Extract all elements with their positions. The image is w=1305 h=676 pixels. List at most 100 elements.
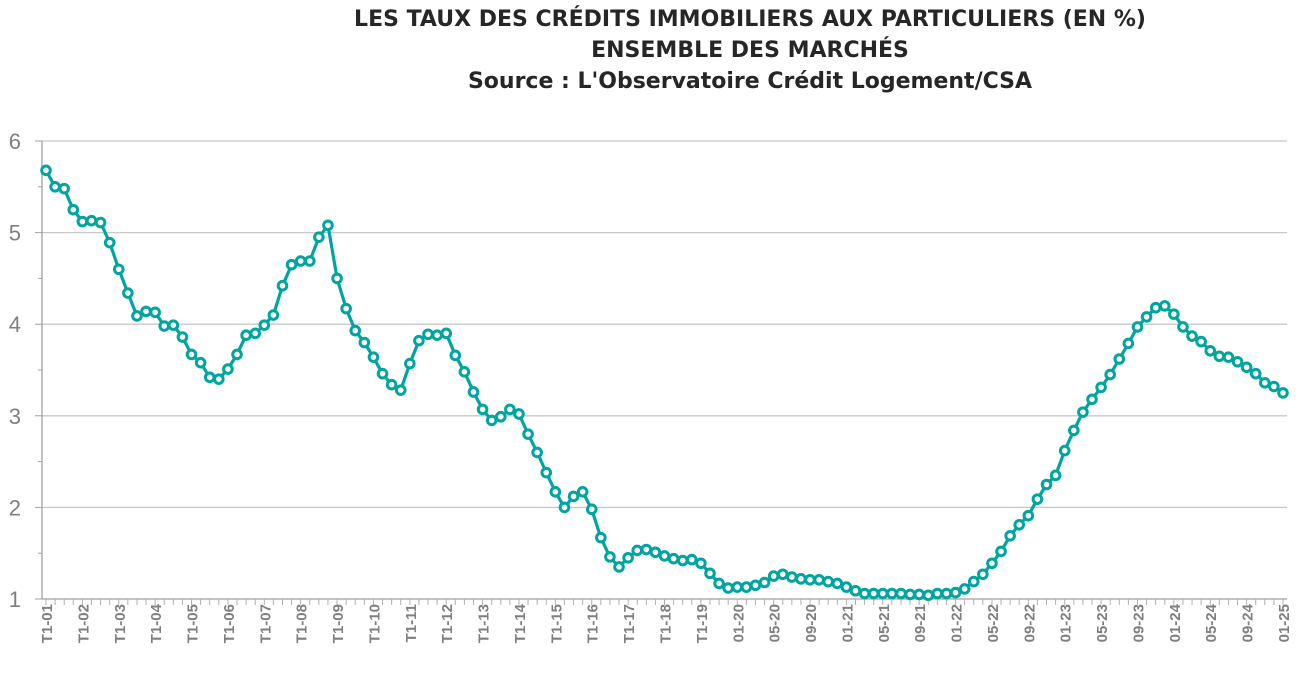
data-point <box>194 356 207 369</box>
x-tick-label: 05-22 <box>985 604 1002 642</box>
title-line-3: Source : L'Observatoire Crédit Logement/… <box>467 69 1033 94</box>
data-point <box>604 551 616 563</box>
data-point <box>1168 308 1180 320</box>
x-tick-label: T1-09 <box>330 604 347 643</box>
y-tick-label: 1 <box>9 587 21 612</box>
data-point <box>676 554 689 567</box>
data-point <box>112 263 125 276</box>
x-tick-label: 09-24 <box>1240 603 1257 642</box>
data-point <box>1149 301 1162 314</box>
x-tick-label: 09-21 <box>912 604 929 642</box>
data-point <box>404 357 416 370</box>
x-tick-label: T1-05 <box>185 604 202 643</box>
data-point <box>504 403 516 416</box>
data-point <box>776 568 789 581</box>
data-point <box>967 575 980 588</box>
data-point <box>995 545 1007 558</box>
data-point <box>1186 330 1198 342</box>
data-point <box>149 306 161 319</box>
data-point <box>867 587 880 600</box>
data-point <box>285 258 298 271</box>
data-point <box>167 319 180 331</box>
data-point <box>1259 377 1271 389</box>
x-tick-label: 01-25 <box>1276 604 1293 642</box>
data-point <box>595 531 607 544</box>
data-point <box>886 587 898 600</box>
data-point <box>1095 381 1107 394</box>
data-point <box>658 550 671 562</box>
x-tick-label: 05-24 <box>1203 603 1220 642</box>
data-point <box>1240 361 1253 374</box>
x-tick-label: T1-02 <box>75 604 92 643</box>
data-point <box>158 320 171 332</box>
data-point <box>140 305 152 318</box>
data-point <box>267 309 280 321</box>
data-point <box>349 324 362 337</box>
data-point <box>367 351 380 363</box>
data-point <box>1104 368 1116 381</box>
x-tick-label: 01-23 <box>1058 604 1075 642</box>
x-tick-label: 05-20 <box>767 604 784 642</box>
data-point <box>713 577 725 590</box>
data-point <box>640 543 653 556</box>
data-point <box>549 486 562 498</box>
x-tick-label: T1-04 <box>148 603 165 643</box>
data-point <box>895 587 907 600</box>
data-point <box>1077 406 1089 418</box>
data-point <box>977 568 989 581</box>
data-point <box>40 164 52 177</box>
series-line <box>44 169 1284 597</box>
data-point <box>558 501 571 514</box>
data-point <box>531 446 543 459</box>
data-point <box>585 503 598 516</box>
data-point <box>103 236 116 249</box>
title-line-2: ENSEMBLE DES MARCHÉS <box>591 38 909 63</box>
data-point <box>795 573 807 585</box>
x-tick-label: T1-11 <box>403 604 420 642</box>
data-point <box>1013 519 1026 531</box>
data-point <box>376 367 389 380</box>
data-point <box>176 331 189 343</box>
data-point <box>1213 350 1226 363</box>
data-point <box>740 581 753 593</box>
x-tick-label: T1-03 <box>112 604 129 643</box>
title-line-1: LES TAUX DES CRÉDITS IMMOBILIERS AUX PAR… <box>354 7 1146 32</box>
data-point <box>986 557 998 570</box>
data-point <box>1177 321 1189 333</box>
data-point <box>1158 300 1171 312</box>
x-tick-label: T1-06 <box>221 604 238 643</box>
data-point <box>231 348 243 361</box>
x-tick-label: T1-10 <box>366 604 383 643</box>
data-point <box>513 408 525 420</box>
data-point <box>949 586 962 599</box>
data-point <box>431 329 443 341</box>
data-point <box>467 386 480 398</box>
y-tick-label: 4 <box>9 312 21 337</box>
y-tick-label: 5 <box>9 221 21 246</box>
data-point <box>767 570 780 582</box>
data-point <box>695 557 707 570</box>
data-point <box>1231 355 1244 368</box>
data-point <box>322 219 334 232</box>
x-tick-label: 09-23 <box>1130 604 1147 642</box>
data-point <box>1068 424 1080 437</box>
x-tick-label: 01-20 <box>730 604 747 642</box>
x-tick-label: T1-13 <box>476 604 493 643</box>
data-point <box>1040 478 1053 491</box>
data-point <box>240 329 252 341</box>
data-point <box>1086 393 1098 406</box>
data-point <box>858 587 871 600</box>
x-tick-label: 01-21 <box>839 604 856 642</box>
data-point <box>722 582 734 594</box>
data-point <box>840 581 853 593</box>
data-point <box>76 215 89 228</box>
data-point <box>649 546 662 559</box>
data-point <box>813 573 825 586</box>
data-point <box>804 573 816 586</box>
data-point <box>758 576 771 589</box>
data-point <box>213 373 225 385</box>
data-point <box>494 410 507 423</box>
data-point <box>1058 444 1071 457</box>
data-point <box>685 553 698 566</box>
data-point <box>1113 353 1126 365</box>
